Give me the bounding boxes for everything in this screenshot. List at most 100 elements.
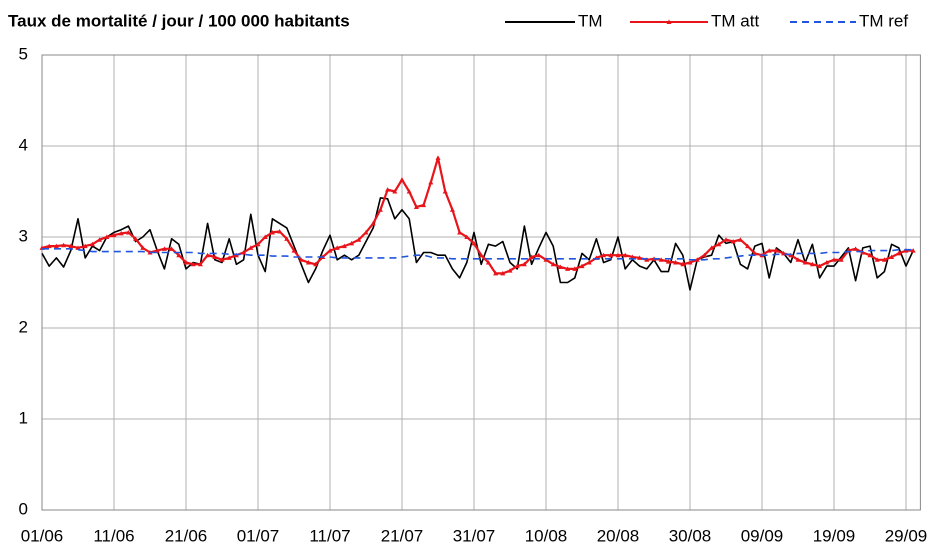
point-marker: [615, 252, 621, 258]
point-marker: [557, 264, 563, 270]
point-marker: [716, 241, 722, 247]
point-marker: [896, 250, 902, 256]
point-marker: [291, 248, 297, 253]
point-marker: [608, 252, 614, 258]
point-marker: [629, 254, 635, 260]
point-marker: [205, 252, 211, 258]
point-marker: [392, 189, 398, 194]
point-marker: [680, 261, 686, 267]
series-line: [41, 197, 914, 291]
point-marker: [341, 243, 347, 249]
point-marker: [536, 252, 542, 258]
point-marker: [226, 255, 232, 260]
point-marker: [752, 250, 758, 256]
point-marker: [277, 229, 283, 234]
point-marker: [867, 252, 873, 258]
point-marker: [313, 261, 319, 267]
x-tick-label: 20/08: [597, 526, 640, 545]
legend-marker: [666, 19, 672, 24]
point-marker: [349, 240, 355, 246]
point-marker: [521, 261, 527, 267]
point-marker: [478, 252, 484, 258]
point-marker: [53, 243, 59, 249]
y-tick-label: 2: [19, 317, 28, 336]
point-marker: [737, 237, 743, 242]
legend-label: TM att: [711, 11, 759, 30]
point-marker: [910, 248, 916, 253]
point-marker: [601, 252, 607, 258]
point-marker: [795, 257, 801, 262]
point-marker: [471, 240, 477, 246]
point-marker: [730, 239, 736, 244]
y-tick-label: 0: [19, 499, 28, 518]
point-marker: [658, 257, 664, 262]
point-marker: [687, 259, 693, 265]
point-marker: [284, 236, 290, 241]
x-tick-label: 01/07: [237, 526, 280, 545]
x-tick-label: 21/07: [381, 526, 424, 545]
point-marker: [694, 257, 700, 262]
point-marker: [709, 245, 715, 250]
x-tick-label: 11/06: [93, 526, 134, 545]
point-marker: [500, 270, 506, 276]
point-marker: [111, 232, 117, 238]
point-marker: [817, 263, 823, 269]
point-marker: [514, 263, 520, 269]
point-marker: [68, 243, 74, 249]
point-marker: [766, 248, 772, 253]
x-tick-label: 01/06: [21, 526, 64, 545]
point-marker: [82, 243, 88, 249]
point-marker: [154, 248, 160, 253]
point-marker: [133, 236, 139, 241]
point-marker: [565, 266, 571, 271]
point-marker: [622, 252, 628, 258]
point-marker: [118, 230, 124, 236]
point-marker: [327, 248, 333, 253]
point-marker: [89, 241, 95, 247]
point-marker: [406, 189, 412, 194]
x-tick-label: 31/07: [453, 526, 496, 545]
x-tick-label: 29/09: [885, 526, 928, 545]
point-marker: [255, 241, 261, 247]
point-marker: [104, 234, 110, 239]
point-marker: [377, 207, 383, 212]
point-marker: [190, 261, 196, 267]
point-marker: [831, 257, 837, 262]
y-tick-label: 1: [19, 408, 28, 427]
point-marker: [673, 259, 679, 265]
point-marker: [385, 187, 391, 192]
point-marker: [262, 234, 268, 239]
point-marker: [334, 245, 340, 250]
point-marker: [745, 243, 751, 249]
point-marker: [61, 242, 67, 248]
point-marker: [586, 259, 592, 265]
point-marker: [305, 259, 311, 265]
y-tick-label: 5: [19, 44, 28, 63]
point-marker: [773, 248, 779, 253]
point-marker: [802, 259, 808, 265]
point-marker: [579, 263, 585, 269]
point-marker: [485, 259, 491, 265]
point-marker: [97, 237, 103, 242]
point-marker: [75, 245, 81, 250]
point-marker: [298, 257, 304, 262]
series-line: [42, 248, 914, 261]
plot-frame: [41, 54, 921, 511]
point-marker: [248, 245, 254, 250]
point-marker: [464, 234, 470, 239]
point-marker: [723, 237, 729, 242]
point-marker: [421, 202, 427, 208]
point-marker: [212, 254, 218, 260]
point-marker: [399, 177, 405, 182]
point-marker: [529, 254, 535, 260]
point-marker: [881, 257, 887, 262]
point-marker: [824, 259, 830, 265]
point-marker: [370, 220, 376, 226]
point-marker: [435, 155, 441, 160]
point-marker: [853, 246, 859, 251]
series-line: [41, 156, 914, 275]
legend-label: TM: [578, 11, 603, 30]
point-marker: [809, 261, 815, 267]
point-marker: [269, 229, 275, 235]
